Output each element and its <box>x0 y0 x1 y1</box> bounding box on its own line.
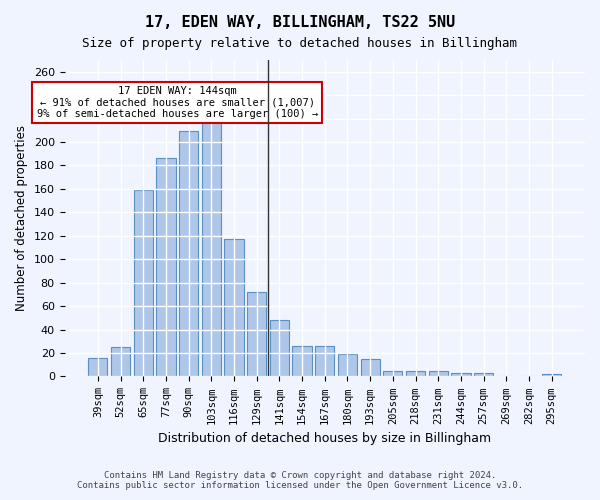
Bar <box>224 240 244 376</box>
Bar <box>156 158 176 376</box>
Bar <box>338 354 357 376</box>
Bar <box>179 132 198 376</box>
Bar <box>111 347 130 376</box>
Bar <box>292 346 312 376</box>
Text: Contains HM Land Registry data © Crown copyright and database right 2024.
Contai: Contains HM Land Registry data © Crown c… <box>77 470 523 490</box>
Text: 17 EDEN WAY: 144sqm
← 91% of detached houses are smaller (1,007)
9% of semi-deta: 17 EDEN WAY: 144sqm ← 91% of detached ho… <box>37 86 318 119</box>
X-axis label: Distribution of detached houses by size in Billingham: Distribution of detached houses by size … <box>158 432 491 445</box>
Text: 17, EDEN WAY, BILLINGHAM, TS22 5NU: 17, EDEN WAY, BILLINGHAM, TS22 5NU <box>145 15 455 30</box>
Bar <box>361 359 380 376</box>
Bar <box>383 370 403 376</box>
Bar <box>134 190 153 376</box>
Bar <box>428 370 448 376</box>
Bar <box>247 292 266 376</box>
Bar <box>270 320 289 376</box>
Text: Size of property relative to detached houses in Billingham: Size of property relative to detached ho… <box>83 38 517 51</box>
Bar <box>315 346 334 376</box>
Bar <box>88 358 107 376</box>
Bar <box>542 374 562 376</box>
Bar <box>451 373 470 376</box>
Bar <box>202 124 221 376</box>
Bar <box>474 373 493 376</box>
Bar <box>406 370 425 376</box>
Y-axis label: Number of detached properties: Number of detached properties <box>15 125 28 311</box>
